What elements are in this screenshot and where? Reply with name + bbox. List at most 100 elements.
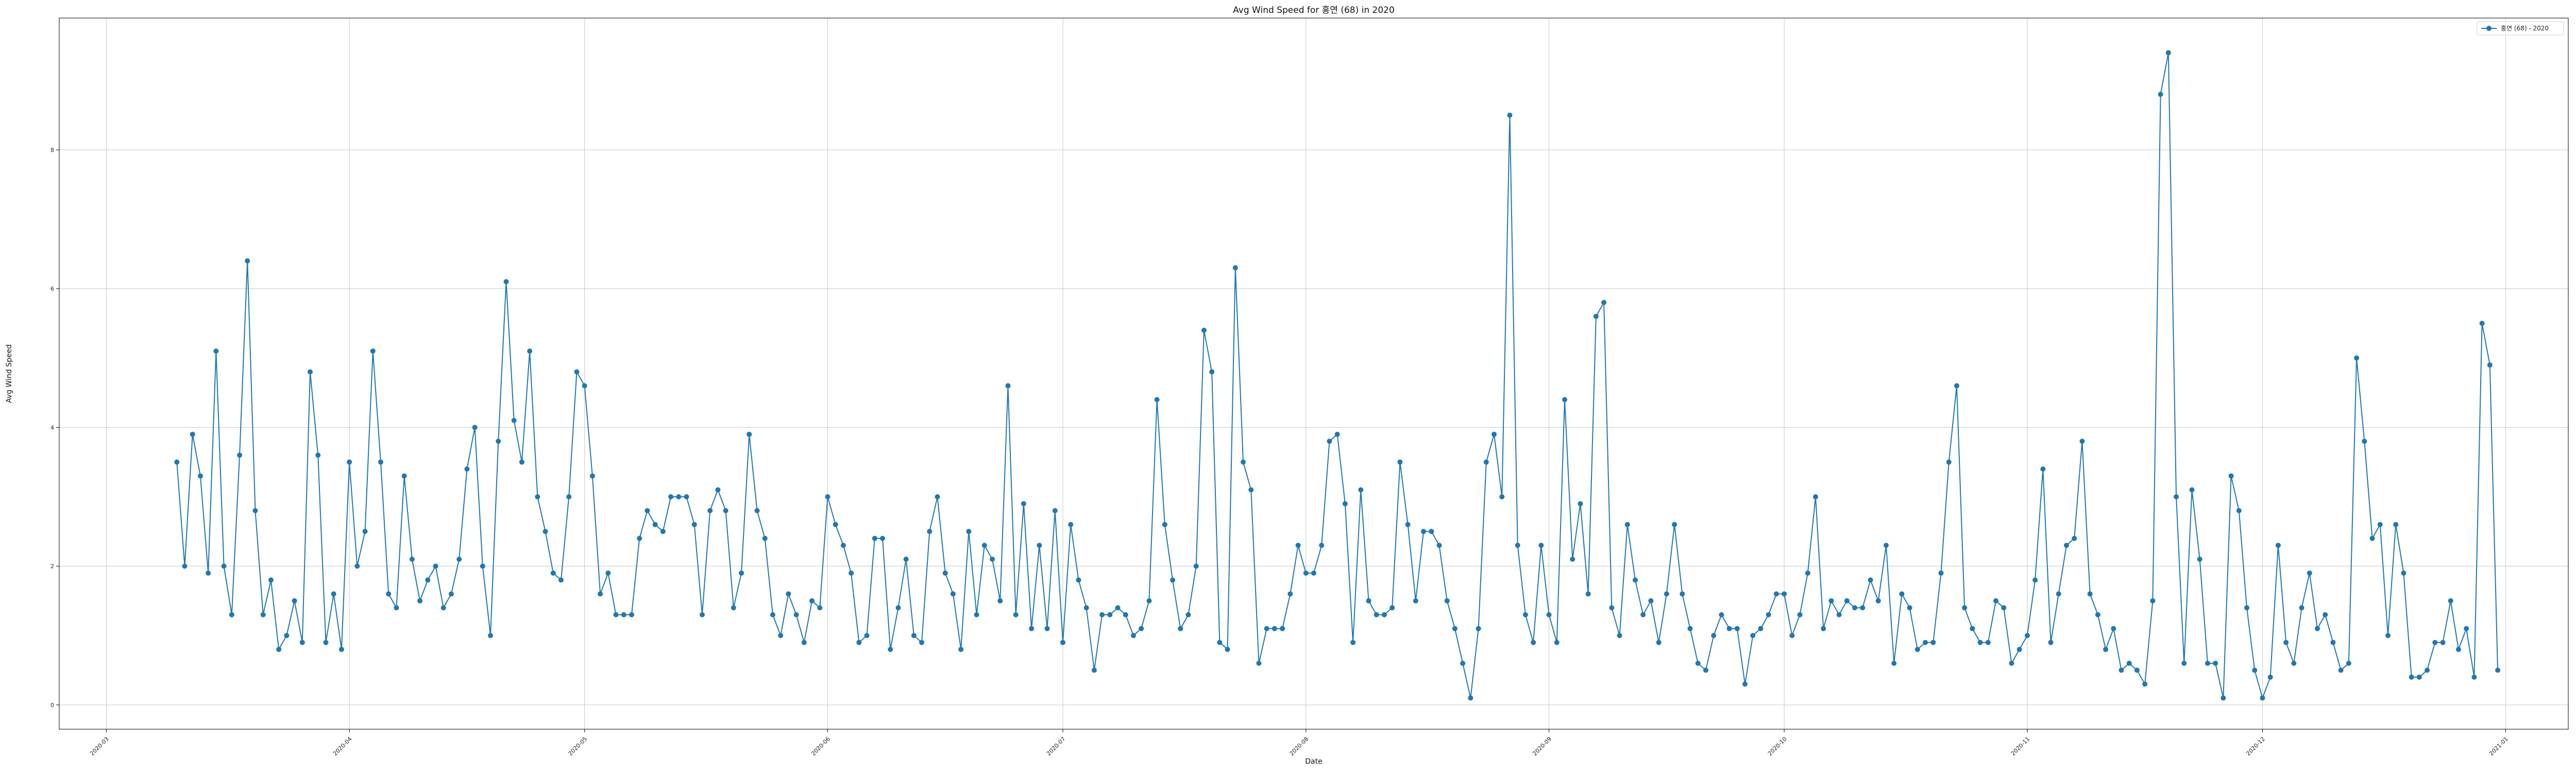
data-point bbox=[2142, 681, 2148, 687]
data-point bbox=[1711, 633, 1717, 638]
data-point bbox=[2479, 321, 2485, 326]
data-point bbox=[2260, 695, 2265, 701]
data-point bbox=[1303, 570, 1309, 576]
data-point bbox=[2346, 661, 2351, 666]
data-point bbox=[974, 612, 979, 617]
data-point bbox=[1091, 667, 1097, 673]
data-point bbox=[2134, 667, 2140, 673]
data-point bbox=[1726, 626, 1732, 631]
data-point bbox=[480, 563, 485, 569]
data-point bbox=[535, 494, 540, 499]
data-point bbox=[1821, 626, 1826, 631]
data-point bbox=[519, 459, 524, 465]
data-point bbox=[676, 494, 682, 499]
data-point bbox=[2307, 570, 2312, 576]
data-point bbox=[2032, 577, 2038, 583]
data-point bbox=[935, 494, 940, 499]
data-point bbox=[1421, 529, 1427, 534]
x-tick-label: 2020-06 bbox=[810, 735, 832, 757]
legend-marker bbox=[2486, 26, 2492, 31]
data-point bbox=[1311, 570, 1316, 576]
data-point bbox=[1632, 577, 1638, 583]
data-point bbox=[1389, 605, 1395, 611]
data-point bbox=[2197, 557, 2202, 562]
data-point bbox=[2369, 535, 2375, 541]
x-tick-label: 2020-12 bbox=[2245, 735, 2266, 757]
data-point bbox=[440, 605, 446, 611]
data-point bbox=[1585, 591, 1591, 597]
x-tick-label: 2020-05 bbox=[567, 735, 589, 757]
data-point bbox=[1170, 577, 1176, 583]
data-point bbox=[1719, 612, 1724, 617]
data-point bbox=[347, 459, 352, 465]
data-point bbox=[2064, 543, 2069, 548]
data-point bbox=[299, 640, 305, 645]
x-tick-label: 2020-07 bbox=[1045, 735, 1067, 757]
data-point bbox=[903, 557, 909, 562]
data-point bbox=[1287, 591, 1293, 597]
data-point bbox=[1985, 640, 1991, 645]
data-point bbox=[1083, 605, 1089, 611]
y-tick-label: 0 bbox=[50, 702, 54, 709]
data-point bbox=[990, 557, 995, 562]
data-point bbox=[488, 633, 494, 638]
y-tick-label: 2 bbox=[50, 563, 54, 570]
data-point bbox=[2072, 535, 2077, 541]
data-point bbox=[793, 612, 799, 617]
data-point bbox=[2048, 640, 2054, 645]
data-point bbox=[2024, 633, 2030, 638]
data-point bbox=[927, 529, 933, 534]
data-point bbox=[425, 577, 431, 583]
data-point bbox=[543, 529, 548, 534]
data-point bbox=[197, 473, 203, 479]
data-point bbox=[464, 466, 470, 472]
data-point bbox=[1562, 397, 1567, 402]
data-point bbox=[1319, 543, 1325, 548]
data-point bbox=[895, 605, 901, 611]
data-point bbox=[2377, 522, 2383, 527]
data-point bbox=[1828, 598, 1834, 603]
data-point bbox=[699, 612, 705, 617]
data-point bbox=[2338, 667, 2344, 673]
data-point bbox=[2409, 675, 2414, 680]
data-point bbox=[1624, 522, 1630, 527]
data-point bbox=[1860, 605, 1866, 611]
data-point bbox=[1703, 667, 1708, 673]
x-axis-ticks: 2020-03 2020-04 2020-05 2020-06 2020-07 2020-… bbox=[89, 729, 2510, 757]
data-point bbox=[1099, 612, 1105, 617]
data-point bbox=[2425, 667, 2430, 673]
data-point bbox=[1052, 508, 1058, 513]
data-point bbox=[997, 598, 1003, 603]
data-point bbox=[1444, 598, 1450, 603]
data-point bbox=[1366, 598, 1371, 603]
data-point bbox=[1476, 626, 1481, 631]
data-point bbox=[1914, 647, 1920, 652]
data-point bbox=[1946, 459, 1952, 465]
data-point bbox=[2471, 675, 2477, 680]
data-point bbox=[778, 633, 784, 638]
y-tick-label: 6 bbox=[50, 285, 54, 292]
data-point bbox=[1844, 598, 1850, 603]
data-point bbox=[1468, 695, 1473, 701]
data-point bbox=[2275, 543, 2281, 548]
data-point bbox=[2119, 667, 2124, 673]
data-point bbox=[2448, 598, 2453, 603]
data-point bbox=[1139, 626, 1144, 631]
data-point bbox=[2079, 439, 2085, 444]
data-point bbox=[715, 487, 721, 493]
data-point bbox=[1805, 570, 1810, 576]
data-point bbox=[1021, 501, 1026, 507]
data-point bbox=[2354, 355, 2360, 361]
data-point bbox=[174, 459, 180, 465]
data-point bbox=[2323, 612, 2328, 617]
data-point bbox=[1492, 431, 1497, 437]
data-point bbox=[691, 522, 697, 527]
data-point bbox=[2267, 675, 2273, 680]
data-point bbox=[2299, 605, 2304, 611]
x-tick-label: 2020-10 bbox=[1767, 735, 1788, 757]
data-point bbox=[1397, 459, 1403, 465]
data-point bbox=[1162, 522, 1167, 527]
data-point bbox=[1554, 640, 1560, 645]
data-point bbox=[2126, 661, 2132, 666]
data-point bbox=[1766, 612, 1771, 617]
